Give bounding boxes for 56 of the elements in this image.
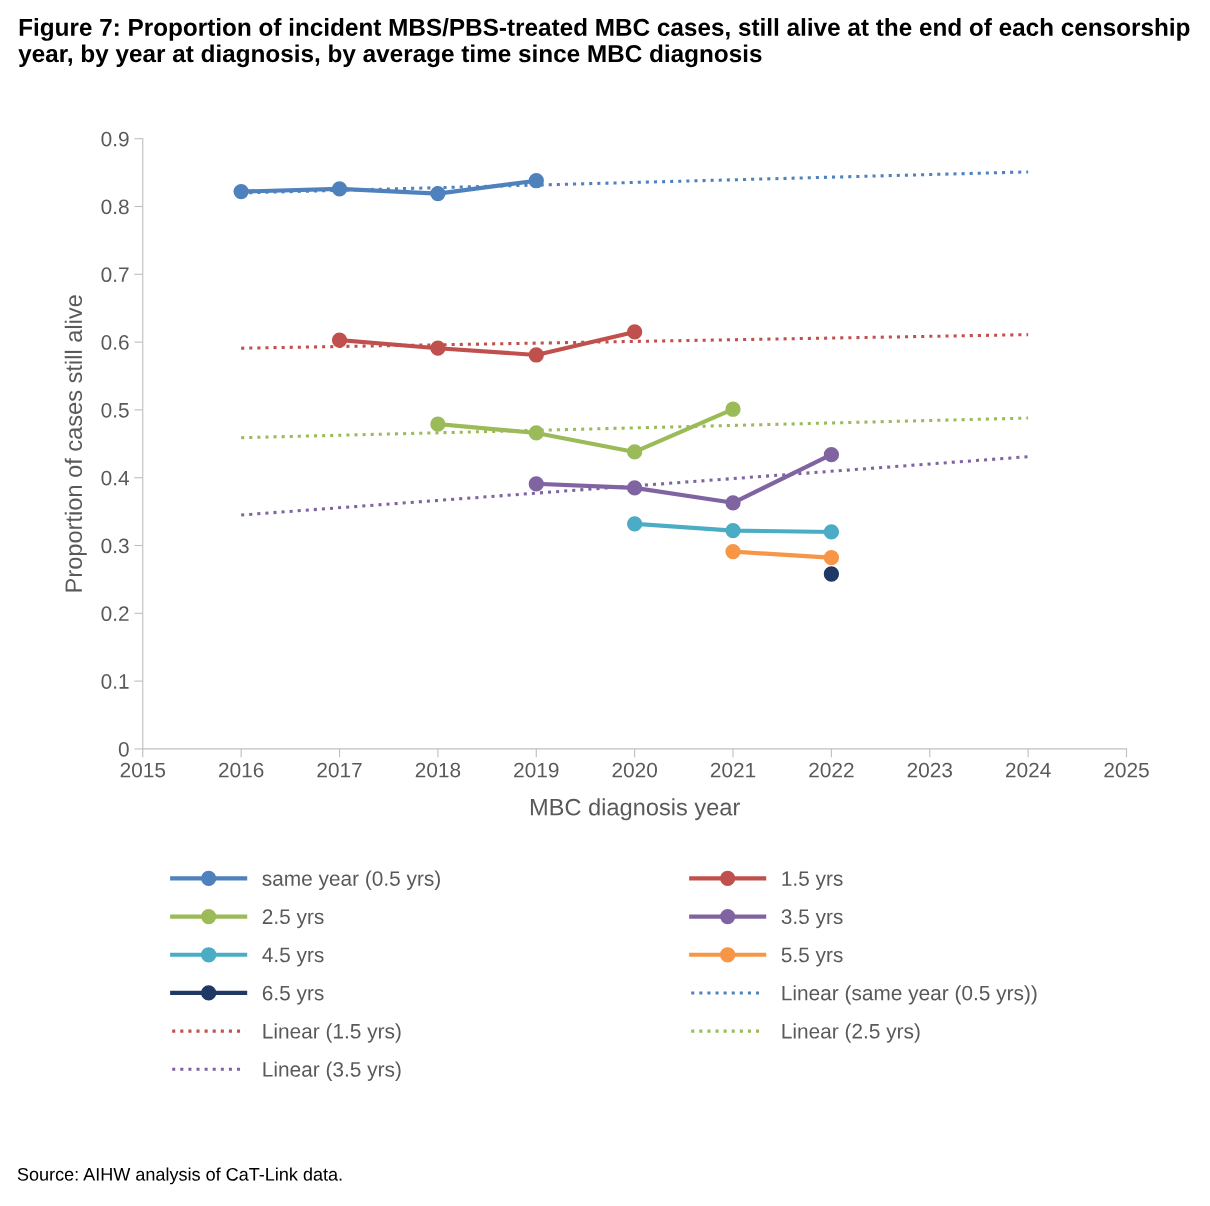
x-tick-label: 2018 [415, 762, 461, 778]
legend-label: 2.5 yrs [262, 909, 324, 929]
point [331, 181, 348, 197]
legend-label: 6.5 yrs [262, 985, 324, 1005]
point [823, 550, 840, 566]
point [725, 401, 741, 417]
point [627, 324, 643, 340]
point [823, 566, 840, 582]
legend-label: Linear (same year (0.5 yrs)) [782, 985, 1037, 1005]
point [430, 185, 446, 202]
point [725, 522, 741, 539]
point [823, 447, 840, 463]
legend-label: Linear (1.5 yrs) [263, 1023, 401, 1043]
x-tick-label: 2017 [317, 762, 362, 778]
y-tick-label: 0.8 [101, 199, 129, 215]
y-tick-label: 0.9 [101, 131, 129, 147]
point [627, 516, 643, 532]
y-tick-label: 0.1 [101, 674, 129, 689]
point [528, 347, 544, 363]
point [528, 173, 544, 189]
x-tick-label: 2019 [514, 762, 559, 778]
x-tick-label: 2016 [219, 762, 264, 778]
y-tick-label: 0.4 [101, 470, 129, 486]
y-tick-label: 0.5 [101, 402, 129, 418]
source-note: Source: AIHW analysis of CaT-Link data. [17, 1167, 342, 1185]
chart-title: Figure 7: Proportion of incident MBS/PBS-treated MBC cases, still alive at the end of each censorship year, by year at diagnosis, by average time since MBC diagnosis [18, 18, 1190, 68]
legend-label: same year (0.5 yrs) [262, 870, 440, 891]
legend-label: 3.5 yrs [781, 909, 843, 929]
x-tick-label: 2015 [120, 762, 166, 778]
legend-label: Linear (2.5 yrs) [782, 1023, 920, 1043]
point [725, 495, 741, 511]
point [627, 444, 643, 460]
legend-label: Linear (3.5 yrs) [263, 1061, 401, 1081]
y-tick-label: 0.3 [101, 538, 129, 554]
legend-label: 1.5 yrs [782, 871, 843, 891]
legend-label: 4.5 yrs [262, 947, 324, 967]
point [823, 524, 840, 540]
point [331, 332, 348, 348]
y-tick-label: 0.2 [101, 606, 129, 622]
point [725, 543, 741, 560]
point [430, 340, 446, 356]
x-tick-label: 2020 [612, 762, 658, 778]
point [430, 416, 446, 432]
y-tick-label: 0.6 [101, 335, 129, 350]
y-axis-title: Proportion of cases still alive [64, 295, 87, 592]
point [528, 476, 544, 492]
x-tick-label: 2025 [1104, 762, 1149, 778]
x-tick-label: 2023 [907, 762, 953, 778]
x-tick-label: 2024 [1006, 762, 1051, 778]
legend-label: 5.5 yrs [781, 947, 843, 967]
x-tick-label: 2021 [710, 762, 756, 778]
x-tick-label: 2022 [809, 762, 854, 778]
x-axis-title: MBC diagnosis year [530, 798, 740, 821]
point [233, 183, 249, 200]
y-tick-label: 0 [118, 741, 129, 757]
y-tick-label: 0.7 [101, 267, 129, 283]
